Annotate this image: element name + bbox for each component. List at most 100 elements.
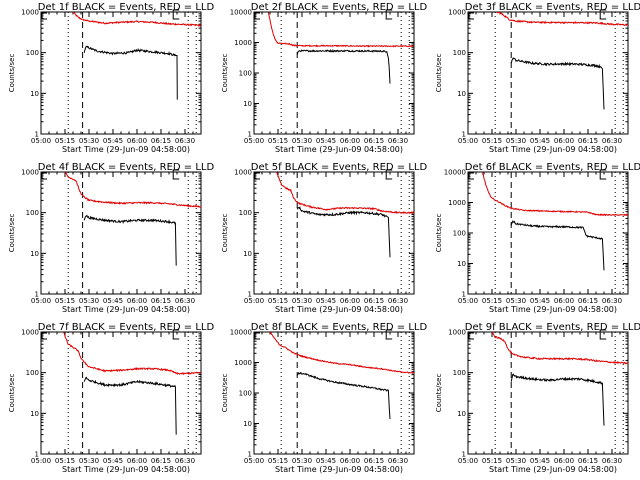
end-bracket-marker (172, 169, 180, 180)
y-tick-label: 1000 (234, 359, 252, 367)
x-tick-label: 05:30 (79, 297, 99, 305)
y-axis-label: Counts/sec (221, 214, 229, 253)
y-tick-label: 100 (239, 390, 252, 398)
y-tick-label: 1 (35, 291, 39, 299)
series-events-black-line (296, 371, 391, 420)
y-tick-label: 1000 (21, 329, 39, 337)
series-lld-red-line (491, 332, 628, 365)
x-tick-label: 05:15 (268, 137, 288, 145)
x-tick-label: 06:30 (602, 137, 622, 145)
x-tick-label: 06:15 (364, 137, 384, 145)
panel-det-2f: Det 2f BLACK = Events, RED = LLD 1 10 100 10… (221, 2, 427, 154)
series-events-black-line (83, 214, 177, 266)
x-axis-label: Start Time (29-Jun-09 04:58:00) (489, 145, 617, 154)
y-axis-label: Counts/sec (435, 54, 443, 93)
panel-title: Det 1f BLACK = Events, RED = LLD (38, 2, 215, 13)
end-bracket-marker (385, 9, 393, 20)
panel-title: Det 5f BLACK = Events, RED = LLD (251, 162, 428, 173)
x-tick-label: 05:00 (31, 457, 51, 465)
start-bracket-marker (468, 172, 474, 180)
x-tick-label: 06:30 (388, 457, 408, 465)
y-tick-label: 10000 (230, 329, 252, 337)
x-tick-label: 06:00 (340, 137, 360, 145)
panel-det-1f: Det 1f BLACK = Events, RED = LLD 1 10 100 10… (8, 2, 214, 154)
panel-det-7f: Det 7f BLACK = Events, RED = LLD 1 10 100 10… (8, 322, 214, 474)
panel-det-4f: Det 4f BLACK = Events, RED = LLD 1 10 100 10… (8, 162, 214, 314)
y-tick-label: 10 (243, 100, 252, 108)
x-axis-label: Start Time (29-Jun-09 04:58:00) (62, 305, 190, 314)
y-tick-label: 100 (26, 49, 39, 57)
y-tick-label: 1 (462, 451, 466, 459)
y-tick-label: 10000 (444, 169, 466, 177)
x-tick-label: 06:15 (364, 457, 384, 465)
start-bracket-marker (41, 172, 47, 180)
series-lld-red-line (269, 332, 414, 375)
y-axis-label: Counts/sec (435, 214, 443, 253)
x-tick-label: 05:45 (530, 457, 550, 465)
y-tick-label: 1 (462, 131, 466, 139)
start-bracket-marker (254, 172, 260, 180)
y-tick-label: 10 (30, 90, 39, 98)
x-tick-label: 05:30 (292, 457, 312, 465)
end-bracket-marker (172, 9, 180, 20)
x-tick-label: 06:15 (364, 297, 384, 305)
end-bracket-marker (172, 329, 180, 340)
x-tick-label: 06:30 (388, 137, 408, 145)
x-tick-label: 05:15 (482, 457, 502, 465)
y-tick-label: 100 (26, 209, 39, 217)
y-tick-label: 1000 (21, 169, 39, 177)
x-tick-label: 05:00 (458, 457, 478, 465)
end-bracket-marker (599, 329, 607, 340)
x-axis-label: Start Time (29-Jun-09 04:58:00) (489, 465, 617, 474)
x-tick-label: 06:15 (578, 297, 598, 305)
series-events-black-line (296, 48, 391, 84)
plot-frame (253, 171, 415, 295)
y-tick-label: 10 (457, 410, 466, 418)
panel-title: Det 2f BLACK = Events, RED = LLD (251, 2, 428, 13)
x-axis-label: Start Time (29-Jun-09 04:58:00) (275, 145, 403, 154)
y-axis-label: Counts/sec (221, 374, 229, 413)
x-tick-label: 05:00 (31, 297, 51, 305)
x-tick-label: 06:00 (554, 137, 574, 145)
y-tick-label: 1000 (234, 39, 252, 47)
series-events-black-line (83, 45, 178, 100)
x-tick-label: 05:00 (31, 137, 51, 145)
x-axis-label: Start Time (29-Jun-09 04:58:00) (62, 145, 190, 154)
x-tick-label: 06:00 (554, 457, 574, 465)
y-axis-label: Counts/sec (435, 374, 443, 413)
x-tick-label: 05:45 (103, 297, 123, 305)
x-tick-label: 06:00 (127, 137, 147, 145)
x-tick-label: 05:15 (482, 137, 502, 145)
plot-frame (253, 331, 415, 455)
y-tick-label: 1 (248, 131, 252, 139)
end-bracket-marker (385, 329, 393, 340)
series-events-black-line (510, 373, 605, 426)
x-tick-label: 05:45 (316, 137, 336, 145)
x-tick-label: 05:00 (458, 297, 478, 305)
y-tick-label: 10 (457, 90, 466, 98)
panel-title: Det 7f BLACK = Events, RED = LLD (38, 322, 215, 333)
y-tick-label: 10 (30, 410, 39, 418)
x-tick-label: 05:45 (530, 297, 550, 305)
y-tick-label: 1 (35, 451, 39, 459)
x-tick-label: 06:15 (151, 137, 171, 145)
x-tick-label: 05:45 (316, 297, 336, 305)
y-tick-label: 1000 (448, 9, 466, 17)
end-bracket-marker (599, 9, 607, 20)
x-tick-label: 05:45 (103, 137, 123, 145)
x-tick-label: 05:45 (103, 457, 123, 465)
y-tick-label: 100 (239, 209, 252, 217)
y-tick-label: 100 (453, 49, 466, 57)
y-axis-label: Counts/sec (8, 374, 16, 413)
x-tick-label: 05:15 (268, 297, 288, 305)
x-axis-label: Start Time (29-Jun-09 04:58:00) (275, 465, 403, 474)
start-bracket-marker (468, 332, 474, 340)
y-tick-label: 1 (35, 131, 39, 139)
y-tick-label: 1000 (448, 199, 466, 207)
x-tick-label: 06:15 (578, 137, 598, 145)
y-tick-label: 1000 (234, 169, 252, 177)
series-events-black-line (510, 220, 605, 271)
x-tick-label: 06:30 (602, 457, 622, 465)
series-lld-red-line (64, 172, 201, 208)
x-tick-label: 05:30 (506, 457, 526, 465)
